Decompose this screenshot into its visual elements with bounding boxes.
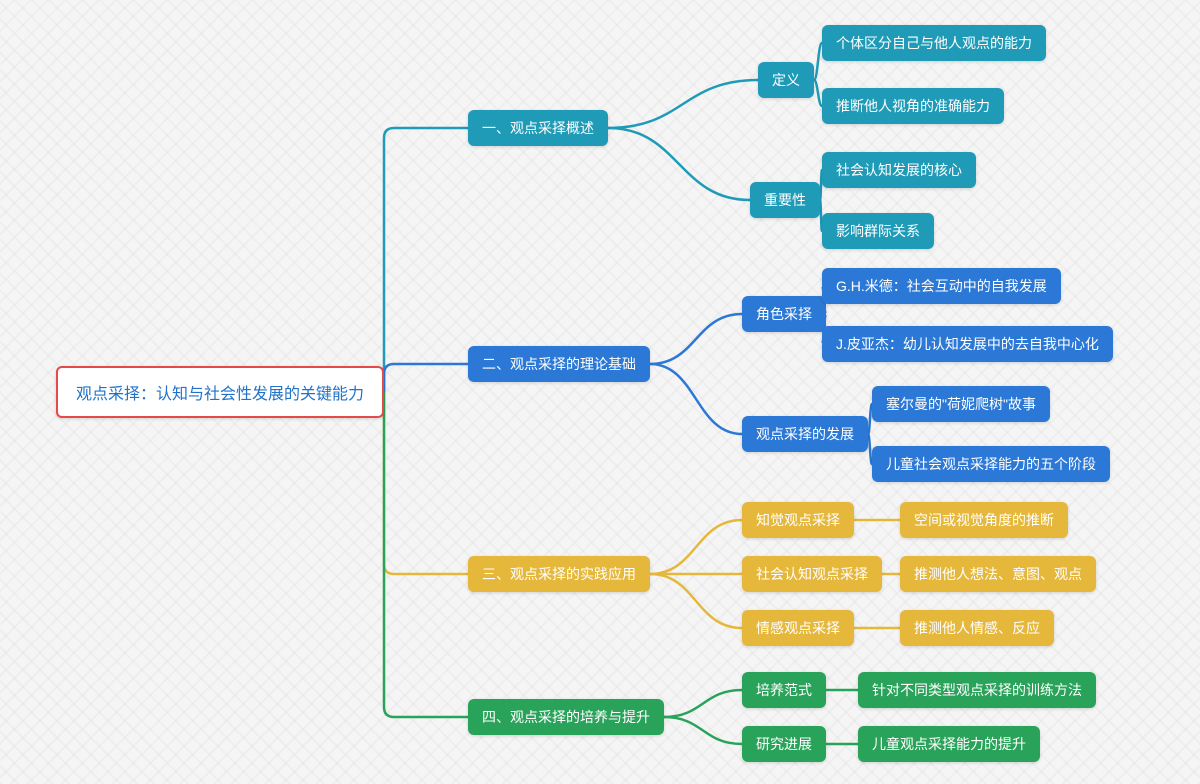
branch-3-child-2-leaf-1: 推测他人想法、意图、观点 <box>900 556 1096 592</box>
branch-1-child-2: 重要性 <box>750 182 820 218</box>
root-node: 观点采择：认知与社会性发展的关键能力 <box>56 366 384 418</box>
branch-1-child-1: 定义 <box>758 62 814 98</box>
branch-4-child-2: 研究进展 <box>742 726 826 762</box>
branch-2-child-2-leaf-1: 塞尔曼的"荷妮爬树"故事 <box>872 386 1050 422</box>
branch-1-child-2-leaf-1: 社会认知发展的核心 <box>822 152 976 188</box>
branch-4: 四、观点采择的培养与提升 <box>468 699 664 735</box>
branch-4-child-1-leaf-1: 针对不同类型观点采择的训练方法 <box>858 672 1096 708</box>
branch-3-child-3: 情感观点采择 <box>742 610 854 646</box>
branch-1-child-1-leaf-2: 推断他人视角的准确能力 <box>822 88 1004 124</box>
branch-2-child-1: 角色采择 <box>742 296 826 332</box>
branch-4-child-1: 培养范式 <box>742 672 826 708</box>
branch-2-child-1-leaf-2: J.皮亚杰：幼儿认知发展中的去自我中心化 <box>822 326 1113 362</box>
branch-2: 二、观点采择的理论基础 <box>468 346 650 382</box>
branch-1-child-1-leaf-1: 个体区分自己与他人观点的能力 <box>822 25 1046 61</box>
branch-2-child-1-leaf-1: G.H.米德：社会互动中的自我发展 <box>822 268 1061 304</box>
branch-3: 三、观点采择的实践应用 <box>468 556 650 592</box>
branch-4-child-2-leaf-1: 儿童观点采择能力的提升 <box>858 726 1040 762</box>
branch-2-child-2: 观点采择的发展 <box>742 416 868 452</box>
branch-3-child-1-leaf-1: 空间或视觉角度的推断 <box>900 502 1068 538</box>
branch-3-child-3-leaf-1: 推测他人情感、反应 <box>900 610 1054 646</box>
branch-3-child-2: 社会认知观点采择 <box>742 556 882 592</box>
branch-1-child-2-leaf-2: 影响群际关系 <box>822 213 934 249</box>
branch-1: 一、观点采择概述 <box>468 110 608 146</box>
branch-2-child-2-leaf-2: 儿童社会观点采择能力的五个阶段 <box>872 446 1110 482</box>
branch-3-child-1: 知觉观点采择 <box>742 502 854 538</box>
